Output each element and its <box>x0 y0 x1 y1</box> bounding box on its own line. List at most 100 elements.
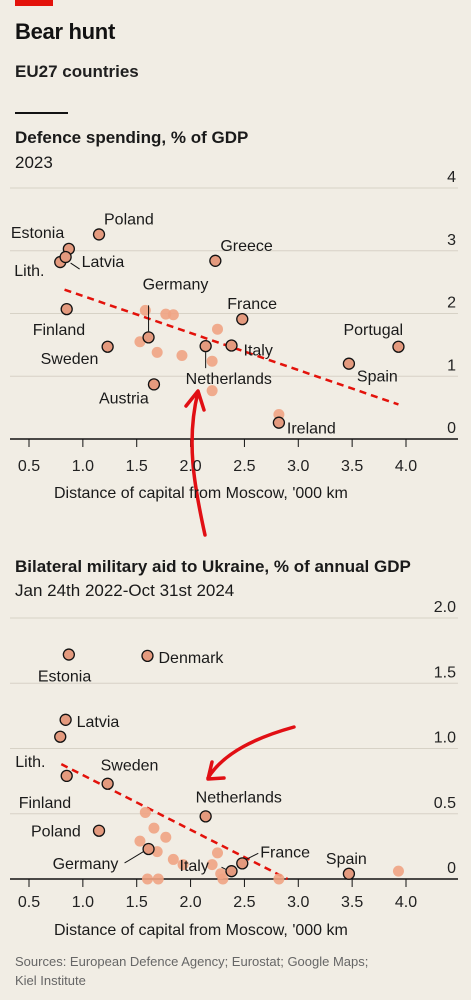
label-latvia: Latvia <box>77 714 120 731</box>
label-spain: Spain <box>357 369 398 386</box>
x-tick-label: 1.0 <box>72 458 94 475</box>
divider <box>15 112 68 114</box>
data-point <box>206 355 218 367</box>
y-tick-label: 0.5 <box>434 795 456 812</box>
label-poland: Poland <box>104 211 154 228</box>
point-portugal <box>392 340 405 353</box>
data-point <box>139 304 151 316</box>
chart1-title: Defence spending, % of GDP <box>15 128 249 147</box>
chart1-subtitle: 2023 <box>15 153 53 172</box>
x-axis-label: Distance of capital from Moscow, '000 km <box>54 922 348 939</box>
point-ireland <box>272 416 286 429</box>
leader-line <box>124 850 145 864</box>
x-tick-label: 2.5 <box>233 894 255 911</box>
label-poland: Poland <box>31 824 81 841</box>
x-tick-label: 1.5 <box>126 458 148 475</box>
page-subtitle: EU27 countries <box>15 62 139 81</box>
data-point <box>151 346 163 358</box>
point-spain <box>342 357 356 370</box>
data-point <box>206 859 218 871</box>
label-italy: Italy <box>180 858 209 875</box>
label-austria: Austria <box>99 390 149 407</box>
leader-line <box>246 852 259 860</box>
data-point <box>134 835 146 847</box>
data-point <box>139 806 151 818</box>
point-denmark <box>141 649 154 662</box>
data-point <box>167 309 179 321</box>
data-point <box>176 350 188 362</box>
point-france <box>236 857 249 870</box>
label-latvia: Latvia <box>82 254 125 271</box>
point-italy <box>225 865 238 878</box>
point-estonia <box>62 648 76 661</box>
y-tick-label: 3 <box>447 232 456 249</box>
point-austria <box>147 378 161 391</box>
x-tick-label: 2.0 <box>179 458 201 475</box>
label-france: France <box>227 296 277 313</box>
y-tick-label: 0 <box>447 420 456 437</box>
data-point <box>148 822 160 834</box>
data-point <box>212 847 223 859</box>
chart2-title: Bilateral military aid to Ukraine, % of … <box>15 557 411 576</box>
chart1-plot <box>10 187 458 537</box>
x-tick-label: 1.5 <box>126 894 148 911</box>
point-germany <box>142 842 155 856</box>
label-estonia: Estonia <box>38 669 91 686</box>
label-sweden: Sweden <box>41 351 99 368</box>
x-tick-label: 1.0 <box>72 894 94 911</box>
y-tick-label: 2.0 <box>434 599 456 616</box>
point-latvia <box>59 713 72 726</box>
label-germany: Germany <box>143 276 209 293</box>
x-tick-label: 2.5 <box>233 458 255 475</box>
point-finland <box>60 769 73 783</box>
data-point <box>160 831 172 843</box>
data-point <box>206 385 218 397</box>
point-france <box>236 312 249 326</box>
label-portugal: Portugal <box>343 322 403 339</box>
label-italy: Italy <box>244 343 273 360</box>
x-tick-label: 3.5 <box>341 458 363 475</box>
point-netherlands <box>199 339 212 353</box>
y-tick-label: 1.5 <box>434 664 456 681</box>
label-spain: Spain <box>326 851 367 868</box>
brand-tab <box>15 0 53 6</box>
point-netherlands <box>199 810 212 823</box>
point-sweden <box>101 340 114 353</box>
y-tick-label: 1.0 <box>434 730 456 747</box>
point-poland <box>92 824 106 837</box>
annotation-arrow <box>184 389 207 537</box>
leader-line <box>70 262 80 270</box>
data-point <box>212 323 223 335</box>
trend-line <box>60 763 289 881</box>
y-tick-label: 4 <box>447 169 456 186</box>
label-ireland: Ireland <box>287 421 336 438</box>
point-lith <box>54 730 67 743</box>
trend-line <box>64 288 399 406</box>
label-finland: Finland <box>33 322 85 339</box>
x-tick-label: 0.5 <box>18 458 40 475</box>
data-point <box>217 873 229 885</box>
x-tick-label: 3.5 <box>341 894 363 911</box>
point-greece <box>209 254 222 267</box>
y-tick-label: 1 <box>447 357 456 374</box>
y-tick-label: 0 <box>447 860 456 877</box>
x-tick-label: 0.5 <box>18 894 40 911</box>
point-sweden <box>101 777 114 790</box>
point-finland <box>60 302 73 316</box>
point-spain <box>342 867 356 880</box>
point-latvia <box>59 250 72 264</box>
chart2-plot <box>10 617 458 887</box>
page-title: Bear hunt <box>15 19 115 44</box>
y-tick-label: 2 <box>447 295 456 312</box>
annotation-arrow <box>206 725 296 781</box>
label-estonia: Estonia <box>11 225 64 242</box>
x-tick-label: 4.0 <box>395 894 417 911</box>
sources-note: Sources: European Defence Agency; Eurost… <box>15 954 369 988</box>
x-tick-label: 3.0 <box>287 458 309 475</box>
label-greece: Greece <box>220 238 273 255</box>
label-denmark: Denmark <box>158 650 224 667</box>
point-italy <box>225 339 238 352</box>
label-france: France <box>260 844 310 861</box>
label-netherlands: Netherlands <box>196 789 282 806</box>
label-lith: Lith. <box>15 754 45 771</box>
